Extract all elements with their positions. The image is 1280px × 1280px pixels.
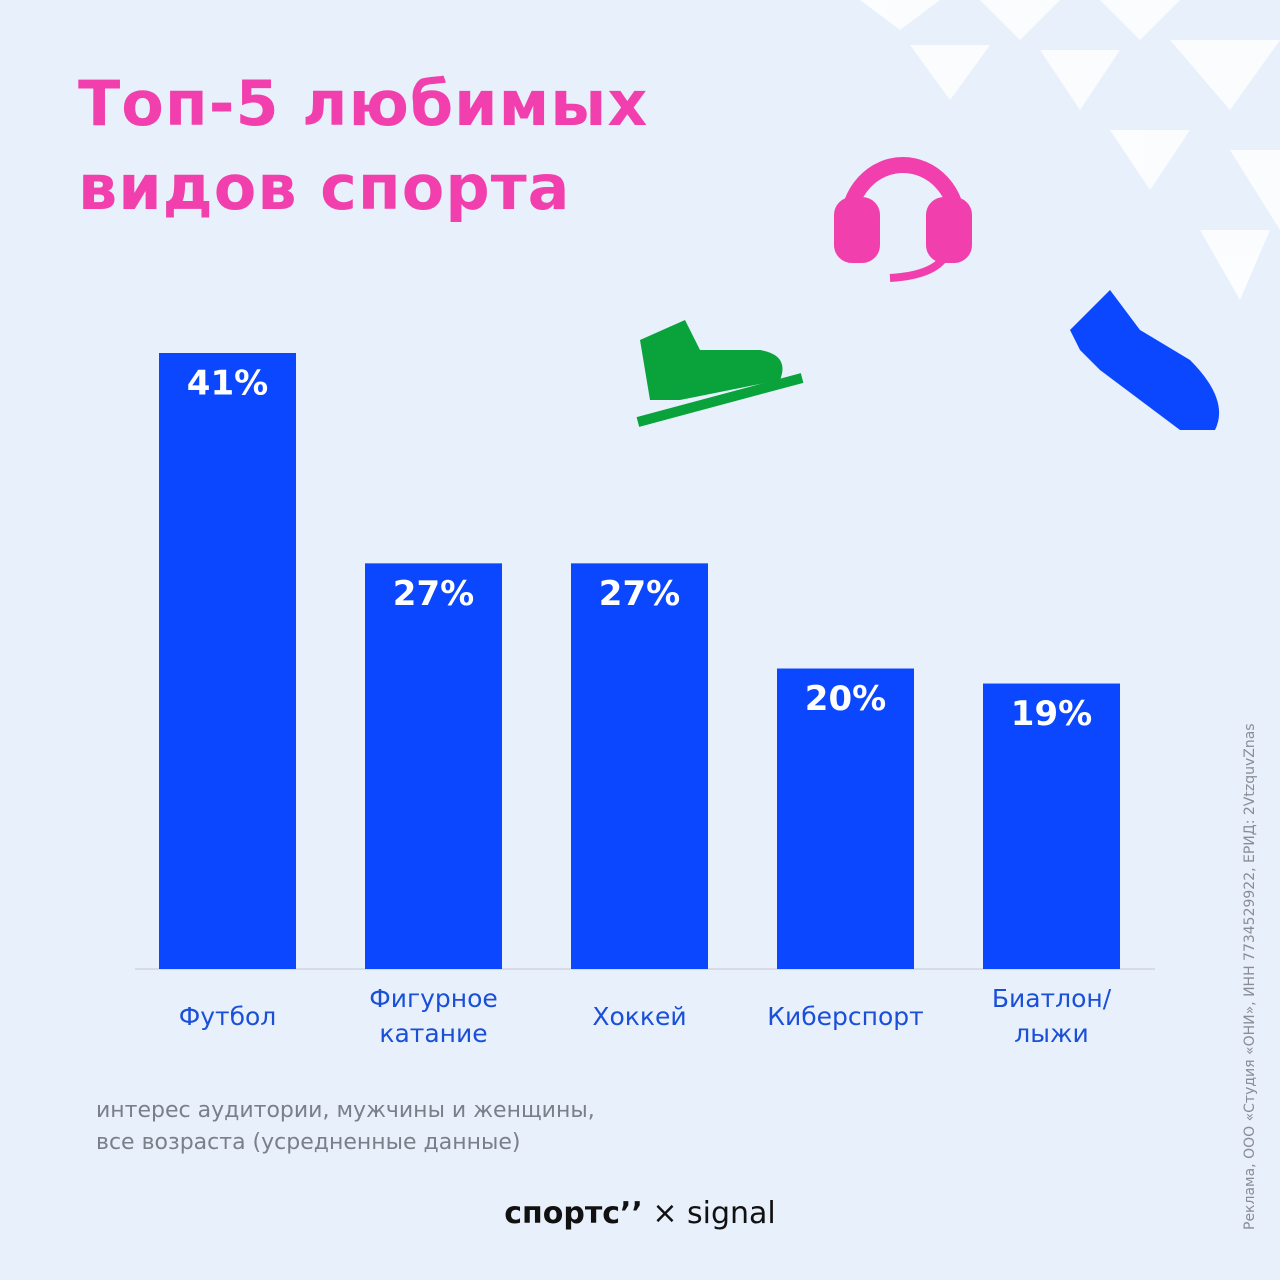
headset-icon <box>834 157 972 282</box>
category-label: Хоккей <box>592 1001 687 1031</box>
brand: спортс’’ <box>504 1196 643 1231</box>
boot-icon <box>1070 290 1220 430</box>
category-label: Футбол <box>178 1001 277 1031</box>
chart-title: Топ-5 любимых видов спорта <box>78 67 649 224</box>
bar <box>159 353 296 969</box>
disclaimer: Реклама, ООО «Студия «ОНИ», ИНН 77345299… <box>1242 723 1258 1230</box>
value-label: 41% <box>187 364 268 404</box>
bar <box>777 668 914 969</box>
bar <box>571 563 708 969</box>
category-label: Биатлон/ лыжи <box>991 984 1112 1048</box>
value-label: 19% <box>1011 694 1092 734</box>
cross: × <box>652 1196 678 1231</box>
footnote: интерес аудитории, мужчины и женщины, вс… <box>96 1098 595 1155</box>
value-label: 20% <box>805 679 886 719</box>
skate-icon <box>636 320 804 427</box>
category-label: Фигурное катание <box>369 984 498 1048</box>
value-label: 27% <box>599 574 680 614</box>
partner: signal <box>687 1196 776 1231</box>
logo: спортс’’ × signal <box>0 1196 1280 1231</box>
value-label: 27% <box>393 574 474 614</box>
decor <box>860 0 1280 300</box>
category-label: Киберспорт <box>767 1001 924 1031</box>
bar <box>365 563 502 969</box>
bar <box>983 683 1120 969</box>
